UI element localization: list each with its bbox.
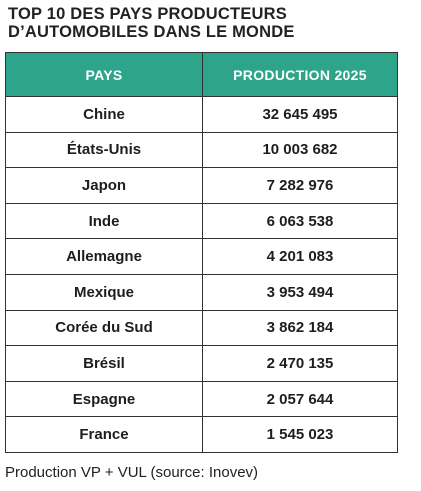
table-row: Japon 7 282 976 [5,167,398,204]
table-row: Brésil 2 470 135 [5,345,398,382]
production-cell: 10 003 682 [202,131,398,169]
producers-table: PAYS PRODUCTION 2025 Chine 32 645 495 Ét… [5,52,398,453]
page-title: TOP 10 DES PAYS PRODUCTEURS D’AUTOMOBILE… [8,5,408,41]
country-cell: Mexique [5,273,203,311]
country-cell: Chine [5,96,203,133]
production-cell: 2 470 135 [202,345,398,382]
source-footnote: Production VP + VUL (source: Inovev) [5,464,259,481]
table-row: Chine 32 645 495 [5,96,398,133]
production-cell: 2 057 644 [202,380,398,418]
production-cell: 32 645 495 [202,96,398,133]
table-row: Mexique 3 953 494 [5,273,398,311]
title-line-1: TOP 10 DES PAYS PRODUCTEURS [8,5,287,23]
table-row: Espagne 2 057 644 [5,380,398,418]
production-cell: 3 862 184 [202,309,398,347]
country-cell: France [5,416,203,453]
table-row: Allemagne 4 201 083 [5,238,398,275]
production-cell: 3 953 494 [202,273,398,311]
production-cell: 4 201 083 [202,238,398,275]
country-cell: Japon [5,167,203,204]
table-row: Corée du Sud 3 862 184 [5,309,398,347]
country-cell: Espagne [5,380,203,418]
table-row: France 1 545 023 [5,416,398,453]
country-cell: Corée du Sud [5,309,203,347]
country-cell: Allemagne [5,238,203,275]
production-cell: 1 545 023 [202,416,398,453]
production-cell: 6 063 538 [202,202,398,240]
country-cell: Brésil [5,345,203,382]
title-line-2: D’AUTOMOBILES DANS LE MONDE [8,23,295,41]
table-header-row: PAYS PRODUCTION 2025 [5,52,398,97]
column-header-country: PAYS [5,52,203,97]
country-cell: Inde [5,202,203,240]
table-row: États-Unis 10 003 682 [5,131,398,169]
production-cell: 7 282 976 [202,167,398,204]
country-cell: États-Unis [5,131,203,169]
table-row: Inde 6 063 538 [5,202,398,240]
column-header-production: PRODUCTION 2025 [202,52,398,97]
